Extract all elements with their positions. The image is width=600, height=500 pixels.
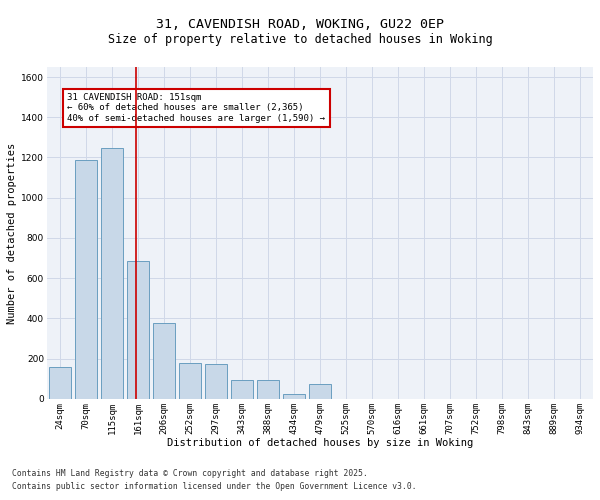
Text: Contains HM Land Registry data © Crown copyright and database right 2025.: Contains HM Land Registry data © Crown c… — [12, 468, 368, 477]
Text: Size of property relative to detached houses in Woking: Size of property relative to detached ho… — [107, 32, 493, 46]
Y-axis label: Number of detached properties: Number of detached properties — [7, 142, 17, 324]
Bar — [231, 380, 253, 399]
Bar — [205, 364, 227, 399]
Bar — [283, 394, 305, 399]
Bar — [127, 261, 149, 399]
Bar — [153, 324, 175, 399]
Bar — [75, 160, 97, 399]
Bar — [49, 366, 71, 399]
Bar — [257, 380, 279, 399]
Bar — [179, 362, 201, 399]
Bar — [101, 148, 123, 399]
Text: Contains public sector information licensed under the Open Government Licence v3: Contains public sector information licen… — [12, 482, 416, 491]
Text: 31, CAVENDISH ROAD, WOKING, GU22 0EP: 31, CAVENDISH ROAD, WOKING, GU22 0EP — [156, 18, 444, 30]
X-axis label: Distribution of detached houses by size in Woking: Distribution of detached houses by size … — [167, 438, 473, 448]
Text: 31 CAVENDISH ROAD: 151sqm
← 60% of detached houses are smaller (2,365)
40% of se: 31 CAVENDISH ROAD: 151sqm ← 60% of detac… — [67, 93, 325, 123]
Bar — [309, 384, 331, 399]
